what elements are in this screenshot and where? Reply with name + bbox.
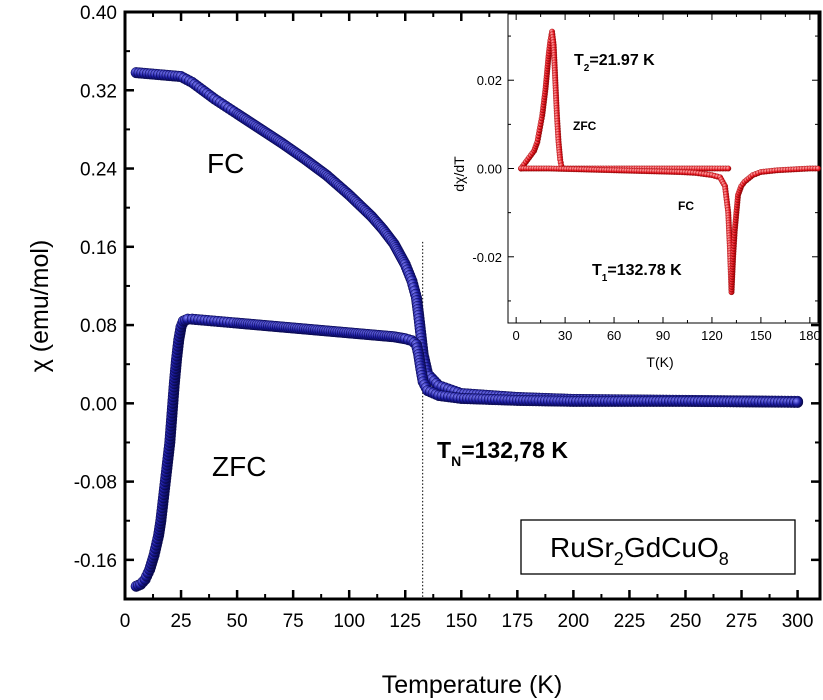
y-tick-label: 0.00 bbox=[80, 394, 117, 415]
x-tick-label: 275 bbox=[726, 611, 758, 632]
y-tick-label: 0.24 bbox=[80, 160, 117, 181]
inset-x-tick-label: 120 bbox=[701, 328, 723, 343]
inset-y-tick-label: 0.02 bbox=[477, 73, 502, 88]
x-tick-label: 0 bbox=[120, 611, 131, 632]
inset-y-tick-label: -0.02 bbox=[472, 250, 502, 265]
zfc-label: ZFC bbox=[212, 451, 266, 482]
t2-label: T2=21.97 K bbox=[574, 52, 655, 74]
inset-zfc-label: ZFC bbox=[573, 119, 597, 133]
inset-x-tick-label: 60 bbox=[607, 328, 621, 343]
x-tick-label: 25 bbox=[170, 611, 191, 632]
x-tick-label: 150 bbox=[445, 611, 477, 632]
y-tick-label: 0.08 bbox=[80, 316, 117, 337]
inset-axis-ticks: 0 30 60 90 120 150 180 -0.02 0.00 0.02 bbox=[472, 14, 821, 343]
inset-x-tick-label: 150 bbox=[750, 328, 772, 343]
y-tick-label: 0.32 bbox=[80, 81, 117, 102]
x-tick-label: 300 bbox=[782, 611, 814, 632]
inset-y-tick-label: 0.00 bbox=[477, 162, 502, 177]
inset-y-axis-label: dχ/dT bbox=[451, 156, 467, 192]
inset-x-tick-label: 180 bbox=[799, 328, 821, 343]
main-axis-ticks: 0 25 50 75 100 125 150 175 200 225 250 275 300-0.16-… bbox=[74, 3, 820, 632]
x-tick-label: 125 bbox=[389, 611, 421, 632]
y-tick-label: 0.40 bbox=[80, 3, 117, 24]
x-tick-label: 250 bbox=[670, 611, 702, 632]
inset-x-tick-label: 90 bbox=[656, 328, 670, 343]
formula-box bbox=[520, 519, 796, 575]
inset-x-axis-label: T(K) bbox=[646, 354, 673, 370]
t1-label: T1=132.78 K bbox=[592, 262, 682, 284]
x-tick-label: 50 bbox=[227, 611, 248, 632]
inset-data-point-zfc bbox=[725, 165, 732, 172]
fc-label: FC bbox=[207, 148, 244, 179]
x-tick-label: 175 bbox=[501, 611, 533, 632]
data-point-zfc bbox=[792, 396, 804, 408]
inset-series-points bbox=[518, 28, 821, 296]
x-tick-label: 200 bbox=[558, 611, 590, 632]
x-tick-label: 100 bbox=[333, 611, 365, 632]
y-tick-label: 0.16 bbox=[80, 238, 117, 259]
inset-fc-label: FC bbox=[678, 199, 694, 213]
main-plot-frame bbox=[123, 10, 822, 601]
inset-x-tick-label: 0 bbox=[513, 328, 520, 343]
x-tick-label: 225 bbox=[614, 611, 646, 632]
x-tick-label: 75 bbox=[283, 611, 304, 632]
main-series-points bbox=[130, 67, 804, 592]
x-axis-label: Temperature (K) bbox=[382, 671, 563, 699]
formula-label: RuSr2GdCuO8 bbox=[550, 532, 729, 569]
y-axis-label: χ (emu/mol) bbox=[26, 240, 54, 373]
inset-data-point-fc bbox=[815, 165, 821, 172]
y-tick-label: -0.08 bbox=[74, 473, 117, 494]
tn-label: TN=132,78 K bbox=[437, 437, 568, 469]
y-tick-label: -0.16 bbox=[74, 551, 117, 572]
inset-x-tick-label: 30 bbox=[558, 328, 572, 343]
